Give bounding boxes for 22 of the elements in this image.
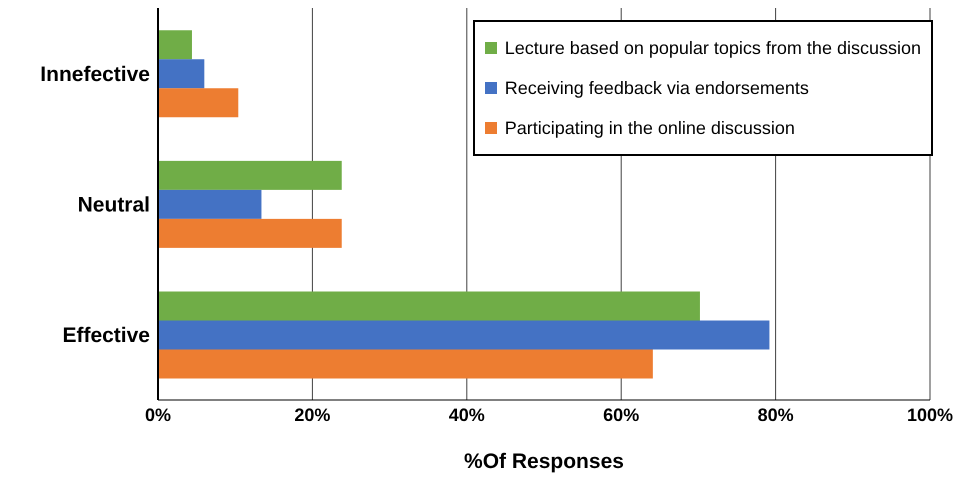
bar [158,30,192,60]
x-tick-label: 80% [758,404,794,425]
legend-label: Participating in the online discussion [504,118,795,138]
x-tick-label: 20% [294,404,330,425]
bar [158,292,700,321]
x-tick-label: 100% [906,404,954,425]
bar [158,320,770,350]
bar [158,218,342,248]
x-tick-label: 60% [603,404,640,425]
y-tick-label: Effective [62,324,150,348]
y-tick-label: Innefective [40,62,150,86]
legend-label: Lecture based on popular topics from the discussion [504,38,921,58]
y-tick-label: Neutral [78,193,150,216]
bar [158,190,262,219]
bar [158,160,342,190]
x-axis-title: %Of Responses [464,450,624,473]
bar [158,350,653,379]
legend-label: Receiving feedback via endorsements [504,78,809,98]
bar [158,59,204,88]
bar [158,88,238,118]
x-tick-label: 40% [448,404,485,425]
x-tick-label: 0% [144,404,172,425]
